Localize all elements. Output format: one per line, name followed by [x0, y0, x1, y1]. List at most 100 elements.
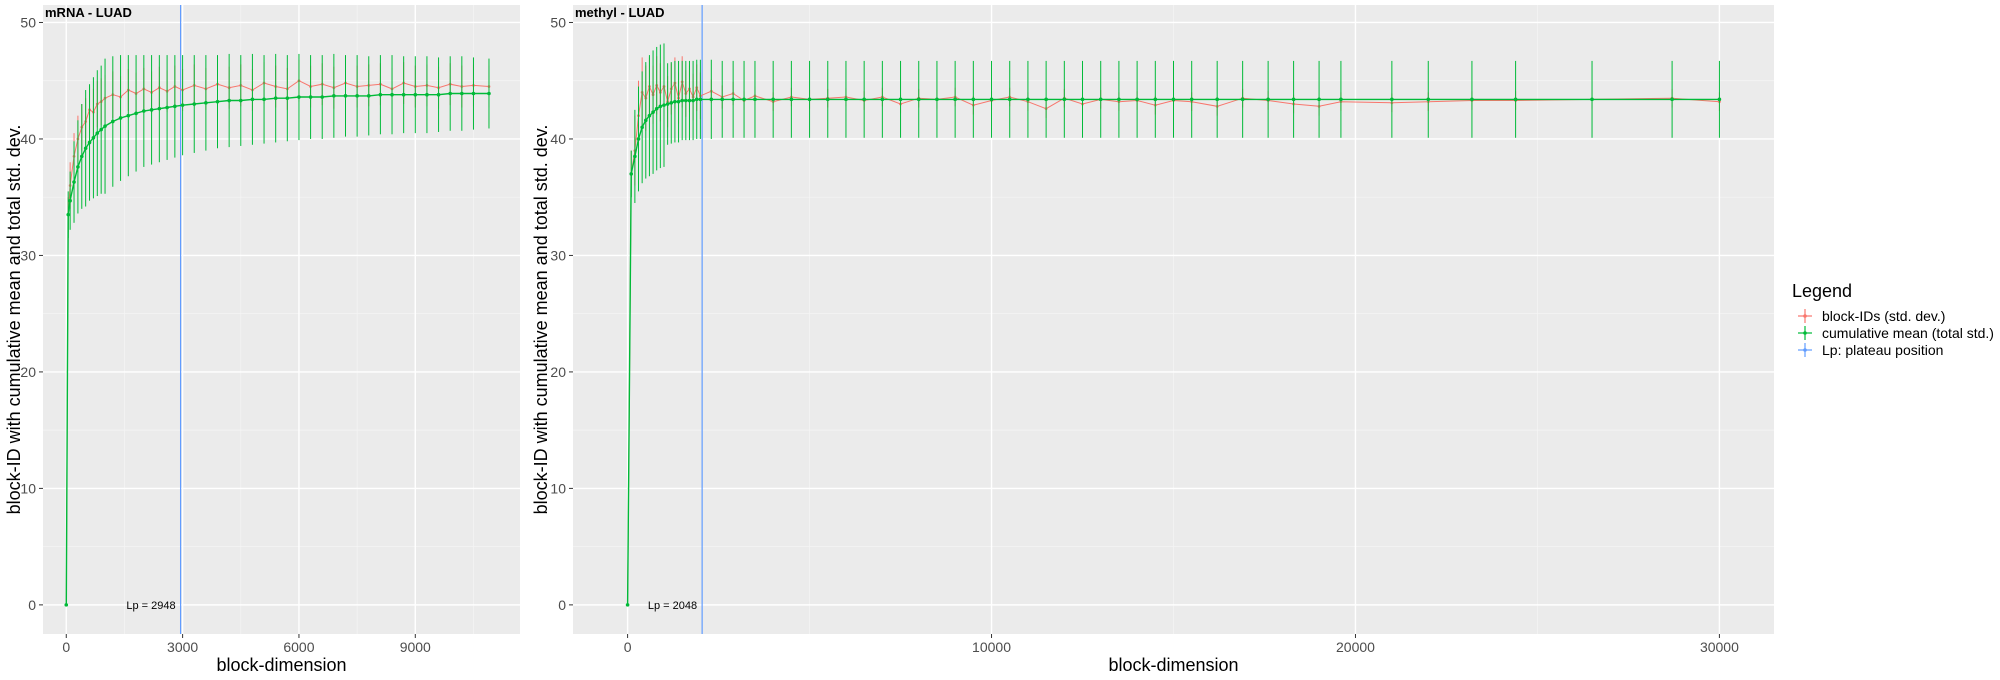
data-point: [215, 99, 220, 104]
data-point: [487, 91, 491, 96]
legend-key-point: [1803, 348, 1807, 352]
data-point: [343, 94, 348, 98]
data-point: [1513, 97, 1518, 102]
plateau-line-layer: Lp = 2948: [126, 5, 182, 634]
legend-label: block-IDs (std. dev.): [1822, 308, 1945, 324]
data-point: [691, 98, 695, 103]
data-point: [880, 97, 885, 102]
plateau-line-layer: Lp = 2048: [648, 5, 703, 634]
data-point: [1240, 97, 1245, 102]
data-point: [83, 146, 88, 151]
data-point: [192, 102, 197, 106]
data-point: [64, 603, 69, 607]
data-point: [425, 92, 429, 97]
data-point: [662, 103, 666, 107]
data-point: [111, 119, 115, 124]
data-point: [658, 104, 663, 109]
data-point: [118, 116, 123, 120]
data-point: [355, 94, 359, 98]
panel-title: mRNA - LUAD: [45, 5, 132, 20]
legend: Legend block-IDs (std. dev.)cumulative m…: [1792, 281, 1994, 358]
data-point: [953, 97, 957, 102]
data-point: [471, 91, 476, 96]
data-point: [720, 97, 725, 102]
data-point: [1044, 97, 1048, 102]
data-point: [448, 91, 452, 96]
legend-item: Lp: plateau position: [1798, 342, 1943, 358]
data-point: [647, 113, 652, 118]
data-point: [807, 97, 812, 102]
data-point: [625, 603, 630, 607]
data-point: [651, 110, 655, 114]
data-point: [76, 165, 80, 169]
data-point: [157, 106, 162, 111]
series-layer: [64, 53, 491, 607]
plateau-label: Lp = 2048: [648, 600, 697, 612]
data-point: [844, 97, 848, 102]
data-point: [460, 91, 464, 96]
y-tick-label: 30: [20, 247, 36, 263]
data-point: [401, 92, 406, 97]
data-point: [1135, 97, 1139, 102]
data-point: [332, 94, 336, 98]
data-point: [87, 140, 92, 145]
data-point: [320, 95, 325, 99]
data-point: [1007, 97, 1012, 102]
data-point: [1670, 97, 1674, 102]
x-tick-label: 0: [624, 639, 632, 655]
data-point: [1470, 97, 1474, 102]
data-point: [1215, 97, 1219, 102]
panel-methyl-luad: Lp = 2048 0 10000 20000 30000 0 10 20 30 40 50 m…: [531, 5, 1774, 675]
data-point: [390, 92, 394, 97]
data-point: [989, 97, 994, 102]
data-point: [91, 135, 96, 140]
data-point: [709, 97, 714, 102]
y-axis-ticks: 0 10 20 30 40 50: [20, 14, 43, 613]
data-point: [238, 98, 243, 103]
data-point: [731, 97, 735, 102]
data-point: [1153, 97, 1158, 102]
data-point: [665, 102, 670, 106]
series-cumulative-mean: [64, 53, 491, 607]
data-point: [1590, 97, 1594, 102]
data-point: [204, 101, 208, 105]
data-point: [694, 97, 699, 102]
data-point: [66, 212, 71, 217]
x-tick-label: 6000: [283, 639, 314, 655]
legend-key-point: [1803, 314, 1807, 318]
data-point: [103, 124, 107, 128]
data-point: [643, 118, 648, 123]
data-point: [250, 97, 255, 102]
y-tick-label: 40: [20, 131, 36, 147]
data-point: [1189, 97, 1194, 102]
data-point: [134, 111, 138, 116]
data-point: [684, 98, 688, 103]
data-point: [273, 96, 278, 100]
data-point: [1390, 97, 1394, 102]
data-point: [142, 109, 146, 113]
data-point: [436, 92, 441, 97]
legend-label: cumulative mean (total std.): [1822, 325, 1994, 341]
x-tick-label: 10000: [972, 639, 1011, 655]
data-point: [1117, 97, 1121, 102]
data-point: [898, 97, 903, 102]
y-tick-label: 30: [550, 247, 566, 263]
data-point: [825, 97, 830, 102]
data-point: [297, 95, 301, 99]
y-axis-title: block-ID with cumulative mean and total …: [4, 125, 24, 515]
legend-item: block-IDs (std. dev.): [1798, 308, 1945, 324]
data-point: [1171, 97, 1176, 102]
y-tick-label: 0: [28, 597, 36, 613]
x-axis-ticks: 0 3000 6000 9000: [62, 634, 431, 655]
y-tick-label: 10: [550, 480, 566, 496]
data-point: [1098, 97, 1103, 102]
y-tick-label: 0: [558, 597, 566, 613]
data-point: [742, 97, 746, 102]
legend-items: block-IDs (std. dev.)cumulative mean (to…: [1798, 308, 1994, 358]
data-point: [669, 101, 674, 105]
data-point: [149, 108, 154, 112]
data-point: [971, 97, 976, 102]
y-tick-label: 20: [550, 364, 566, 380]
x-tick-label: 3000: [167, 639, 198, 655]
